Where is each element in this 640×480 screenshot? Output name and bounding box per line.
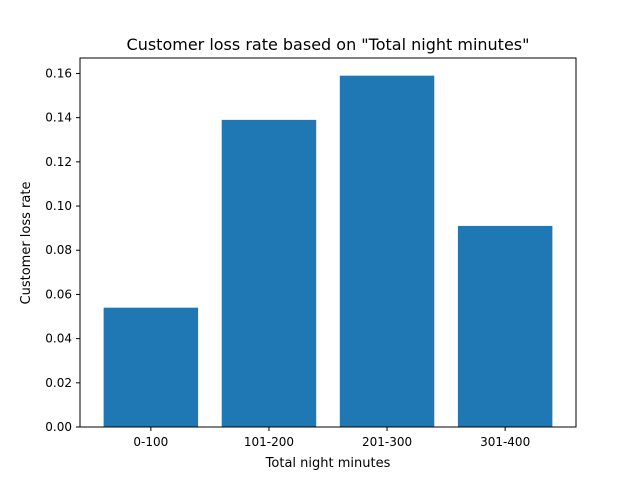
y-tick-label: 0.16: [45, 66, 72, 80]
bars-group: [103, 75, 553, 428]
plot-frame: [79, 57, 577, 428]
y-axis-ticks: 0.00 0.02 0.04 0.06 0.08 0.10 0.12 0.14 0.16: [45, 66, 80, 434]
x-tick-label: 101-200: [244, 435, 294, 449]
y-tick-label: 0.12: [45, 155, 72, 169]
y-axis-label: Customer loss rate: [19, 182, 34, 305]
y-tick-label: 0.02: [45, 376, 72, 390]
y-tick-label: 0.14: [45, 111, 72, 125]
y-tick-label: 0.08: [45, 243, 72, 257]
bar-301-400: [457, 225, 553, 427]
chart-title: Customer loss rate based on "Total night…: [127, 35, 530, 54]
x-tick-label: 201-300: [362, 435, 412, 449]
x-axis-ticks: 0-100 101-200 201-300 301-400: [133, 427, 530, 449]
y-tick-label: 0.04: [45, 332, 72, 346]
bar-101-200: [221, 119, 317, 428]
bar-201-300: [339, 75, 435, 428]
bar-0-100: [103, 307, 199, 427]
x-axis-label: Total night minutes: [265, 456, 391, 471]
x-tick-label: 0-100: [133, 435, 168, 449]
y-tick-label: 0.10: [45, 199, 72, 213]
x-tick-label: 301-400: [480, 435, 530, 449]
y-tick-label: 0.06: [45, 287, 72, 301]
y-tick-label: 0.00: [45, 420, 72, 434]
